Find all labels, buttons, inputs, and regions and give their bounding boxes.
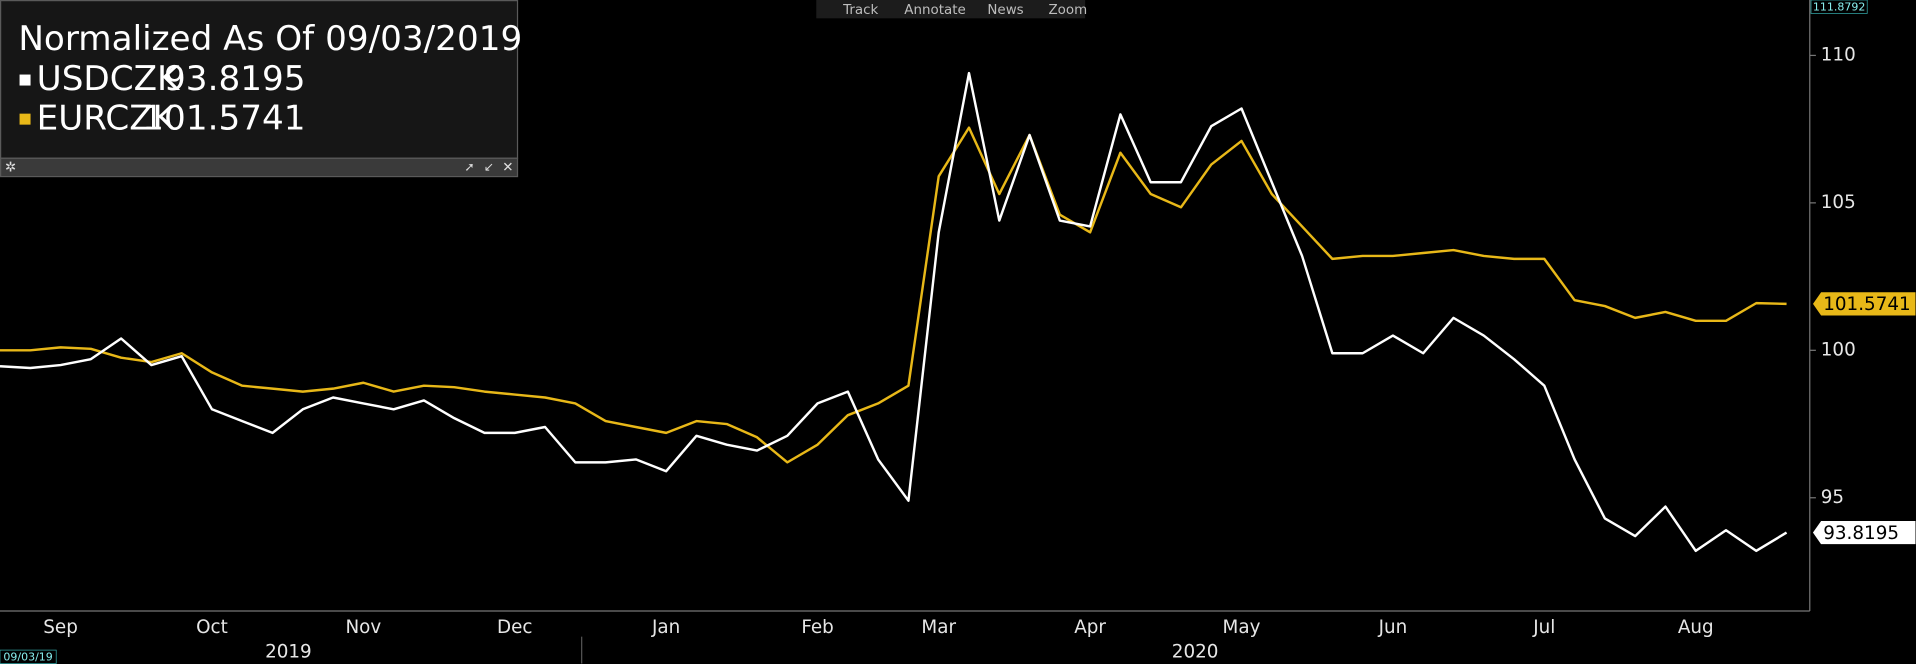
x-tick-label: Aug xyxy=(1678,617,1714,638)
last-value-label: 93.8195 xyxy=(1823,523,1899,544)
plot-area xyxy=(0,71,1788,553)
legend-name: USDCZK xyxy=(37,59,181,99)
y-tick-label: 110 xyxy=(1821,44,1856,65)
legend-value: 101.5741 xyxy=(142,98,305,138)
pin-icon[interactable]: ➚ xyxy=(464,160,474,174)
top-value-box xyxy=(1810,0,1868,14)
settings-icon[interactable]: ✲ xyxy=(5,160,16,175)
last-value-tag xyxy=(1811,291,1916,317)
toolbar-bg xyxy=(816,0,1086,19)
axes: 95 100 105 110 Sep Oct Nov Dec Jan Feb Mar Apr May Ju… xyxy=(43,44,1916,663)
x-tick-label: Dec xyxy=(497,617,532,638)
legend-footer xyxy=(0,157,519,178)
x-tick-label: Apr xyxy=(1074,617,1106,638)
toolbar-button[interactable]: Annotate xyxy=(904,3,966,18)
legend-swatch xyxy=(19,74,31,86)
x-tick-label: Jun xyxy=(1378,617,1408,638)
toolbar-button[interactable]: News xyxy=(987,3,1023,18)
x-tick-label: Mar xyxy=(921,617,956,638)
last-value-tag xyxy=(1811,519,1916,546)
legend-value: 93.8195 xyxy=(164,59,305,99)
x-tick-label: Jul xyxy=(1532,617,1555,638)
legend-swatch xyxy=(19,113,31,125)
minimize-icon[interactable]: ↙ xyxy=(484,160,494,174)
legend-name: EURCZK xyxy=(37,98,177,138)
start-date-label: 09/03/19 xyxy=(3,650,52,663)
series-line xyxy=(0,71,1788,553)
x-tick-label: Jan xyxy=(651,617,680,638)
y-tick-label: 95 xyxy=(1821,487,1844,508)
x-tick-label: Sep xyxy=(43,617,78,638)
toolbar-button[interactable]: Zoom xyxy=(1048,3,1087,18)
x-tick-label: Nov xyxy=(345,617,381,638)
x-tick-label: Feb xyxy=(801,617,833,638)
year-label: 2019 xyxy=(265,642,312,663)
x-tick-label: Oct xyxy=(196,617,228,638)
y-tick-label: 105 xyxy=(1821,192,1856,213)
x-tick-label: May xyxy=(1223,617,1261,638)
close-icon[interactable]: ✕ xyxy=(502,160,513,175)
legend: ✲ ➚ ↙ ✕ Normalized As Of 09/03/2019 USDC… xyxy=(0,0,522,178)
last-value-label: 101.5741 xyxy=(1823,294,1910,315)
y-tick-label: 100 xyxy=(1821,339,1856,360)
year-label: 2020 xyxy=(1172,642,1219,663)
legend-title: Normalized As Of 09/03/2019 xyxy=(18,19,522,59)
toolbar-button[interactable]: Track xyxy=(842,3,878,18)
top-value-label: 111.8792 xyxy=(1813,0,1865,13)
toolbar: Track Annotate News Zoom xyxy=(816,0,1087,19)
legend-box xyxy=(0,0,519,159)
series-line xyxy=(0,126,1787,464)
